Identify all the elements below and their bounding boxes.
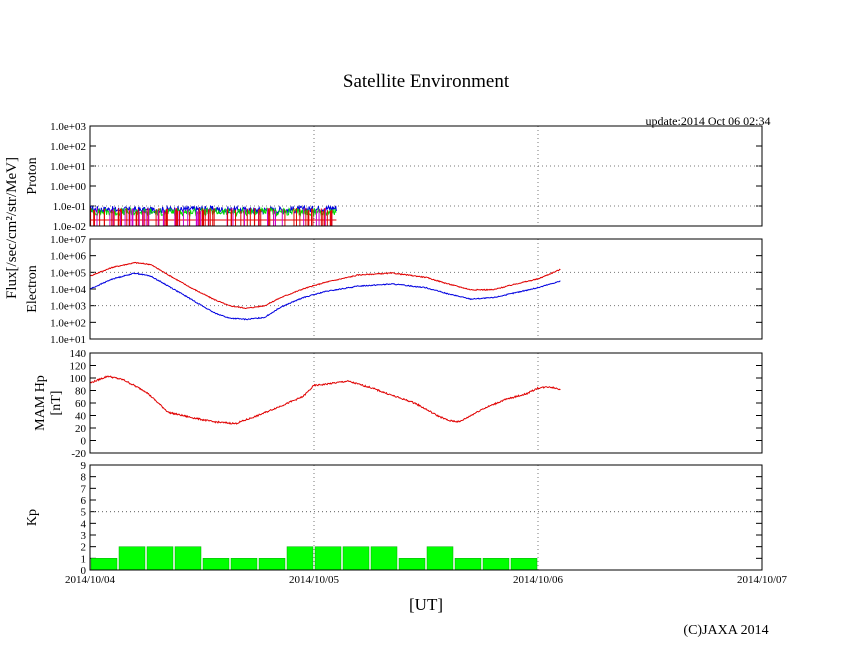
mam-ytick-label: 140: [70, 348, 87, 360]
x-tick-label: 2014/10/04: [65, 574, 116, 586]
electron-panel: 1.0e+07 1.0e+06 1.0e+05 1.0e+04 1.0e+03 1.0e+…: [25, 234, 763, 346]
mam-ylabel: MAM Hp: [33, 375, 48, 431]
proton-ytick-label: 1.0e+02: [50, 141, 86, 153]
electron-series-red-line: [89, 261, 561, 309]
proton-ytick-label: 1.0e-01: [53, 201, 86, 213]
update-timestamp: update:2014 Oct 06 02:34: [646, 114, 771, 128]
kp-bar: [90, 558, 118, 571]
kp-ytick-label: 1: [81, 553, 87, 565]
proton-ytick-label: 1.0e+01: [50, 161, 86, 173]
electron-ytick-label: 1.0e+02: [50, 317, 86, 329]
kp-bar: [510, 558, 538, 571]
kp-ytick-label: 5: [81, 507, 87, 519]
mam-ytick-label: 60: [75, 398, 87, 410]
kp-ytick-label: 3: [81, 530, 87, 542]
x-tick-label: 2014/10/06: [513, 574, 564, 586]
mam-frame: [89, 352, 763, 454]
kp-ytick-label: 9: [81, 460, 87, 472]
kp-ytick-label: 8: [81, 472, 87, 484]
copyright: (C)JAXA 2014: [683, 623, 768, 638]
figure-title: Satellite Environment: [343, 71, 510, 92]
x-tick-label: 2014/10/05: [289, 574, 340, 586]
electron-ylabel: Electron: [25, 265, 40, 312]
x-tick-label: 2014/10/07: [737, 574, 788, 586]
kp-ytick-label: 4: [81, 518, 87, 530]
proton-ylabel: Proton: [25, 157, 40, 194]
mam-ylabel-unit: [nT]: [49, 391, 64, 416]
electron-ytick-label: 1.0e+07: [50, 234, 86, 246]
electron-ytick-label: 1.0e+05: [50, 267, 86, 279]
kp-bar: [286, 546, 314, 571]
kp-bar: [482, 558, 510, 571]
kp-frame: [89, 464, 763, 571]
proton-ytick-label: 1.0e+03: [50, 121, 86, 133]
kp-ytick-label: 6: [81, 495, 87, 507]
kp-bar: [230, 558, 258, 571]
mam-ytick-label: 40: [75, 411, 87, 423]
electron-ytick-label: 1.0e+03: [50, 301, 86, 313]
kp-ytick-label: 2: [81, 542, 87, 554]
kp-bar: [342, 546, 370, 571]
kp-bar: [426, 546, 454, 571]
proton-panel: 1.0e+03 1.0e+02 1.0e+01 1.0e+00 1.0e-01 1.0e-…: [25, 121, 763, 233]
mam-ytick-label: 0: [81, 436, 87, 448]
kp-bar: [314, 546, 342, 571]
mam-ytick-label: 20: [75, 423, 87, 435]
mam-ytick-label: 100: [70, 373, 87, 385]
electron-frame: [89, 238, 763, 340]
kp-bar: [370, 546, 398, 571]
kp-bar: [202, 558, 230, 571]
kp-bar: [118, 546, 146, 571]
kp-ytick-label: 7: [81, 483, 87, 495]
mam-ytick-label: 120: [70, 361, 87, 373]
kp-bar: [454, 558, 482, 571]
mam-ytick-label: -20: [71, 448, 86, 460]
x-axis-label: [UT]: [409, 595, 443, 614]
electron-ytick-label: 1.0e+06: [50, 251, 86, 263]
electron-ytick-label: 1.0e+01: [50, 334, 86, 346]
mam-series-red-line: [89, 375, 561, 425]
mam-ytick-label: 80: [75, 386, 87, 398]
proton-ytick-label: 1.0e-02: [53, 221, 86, 233]
kp-bar: [398, 558, 426, 571]
electron-ytick-label: 1.0e+04: [50, 284, 86, 296]
kp-bar: [258, 558, 286, 571]
electron-series-blue-line: [89, 272, 561, 321]
kp-ylabel: Kp: [25, 509, 40, 526]
kp-bar: [146, 546, 174, 571]
proton-ytick-label: 1.0e+00: [50, 181, 86, 193]
kp-ytick-label: 0: [81, 565, 87, 577]
proton-frame: [89, 125, 763, 227]
kp-bar: [174, 546, 202, 571]
shared-flux-ylabel: Flux[/sec/cm²/str/MeV]: [4, 157, 20, 299]
